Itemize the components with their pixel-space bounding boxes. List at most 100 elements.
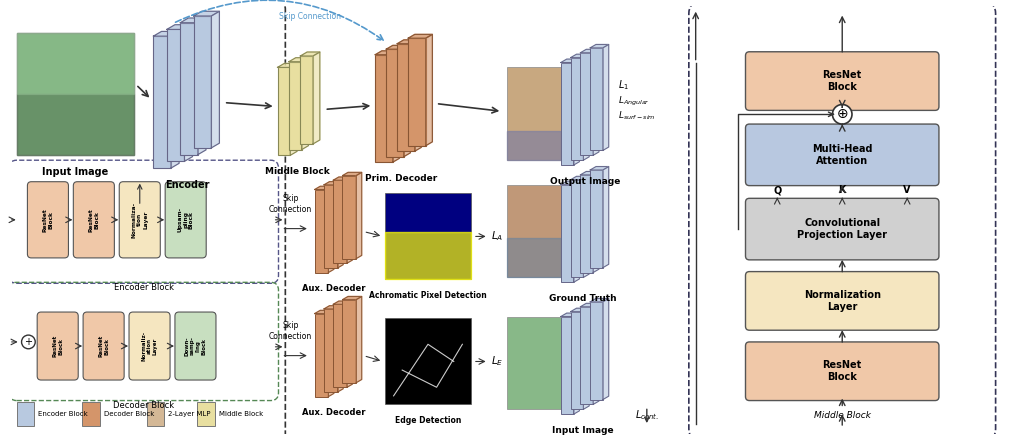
Text: Skip Connection: Skip Connection [279, 12, 341, 21]
Text: Middle Block: Middle Block [814, 411, 870, 420]
FancyBboxPatch shape [83, 312, 124, 380]
Polygon shape [561, 181, 580, 185]
Text: Ground Truth: Ground Truth [549, 294, 616, 303]
FancyBboxPatch shape [324, 309, 338, 392]
Bar [385, 318, 471, 404]
Polygon shape [573, 181, 580, 283]
Polygon shape [211, 11, 219, 148]
FancyBboxPatch shape [333, 304, 347, 387]
Polygon shape [289, 58, 308, 62]
Polygon shape [561, 59, 580, 63]
Text: Middle Block: Middle Block [219, 411, 263, 417]
Polygon shape [290, 64, 297, 155]
Polygon shape [16, 94, 134, 155]
Polygon shape [584, 54, 589, 160]
FancyBboxPatch shape [409, 38, 426, 146]
Text: 2-Layer MLP: 2-Layer MLP [168, 411, 211, 417]
Polygon shape [590, 166, 608, 170]
Polygon shape [584, 177, 589, 277]
Polygon shape [194, 11, 219, 16]
Polygon shape [593, 171, 599, 272]
Text: Normalization
Layer: Normalization Layer [804, 290, 881, 312]
Polygon shape [581, 304, 599, 307]
Polygon shape [342, 173, 361, 176]
FancyBboxPatch shape [561, 185, 573, 283]
FancyBboxPatch shape [590, 170, 603, 268]
Text: Multi-Head
Attention: Multi-Head Attention [812, 144, 872, 166]
FancyBboxPatch shape [119, 182, 161, 258]
FancyBboxPatch shape [314, 314, 329, 397]
Polygon shape [314, 311, 334, 314]
Text: Normaliza-
tion
Layer: Normaliza- tion Layer [131, 202, 148, 238]
Polygon shape [324, 306, 343, 309]
Text: K: K [839, 185, 846, 195]
Polygon shape [603, 44, 608, 150]
Polygon shape [302, 58, 308, 150]
Polygon shape [300, 52, 319, 56]
Polygon shape [426, 34, 432, 146]
Text: Edge Detection: Edge Detection [395, 416, 461, 425]
Text: Middle Block: Middle Block [264, 167, 330, 176]
Text: +: + [25, 337, 33, 347]
FancyBboxPatch shape [300, 56, 313, 144]
FancyBboxPatch shape [146, 402, 164, 426]
Polygon shape [397, 40, 422, 44]
Text: $L_A$: $L_A$ [492, 230, 504, 244]
FancyBboxPatch shape [375, 55, 393, 162]
Polygon shape [333, 177, 352, 180]
Polygon shape [581, 49, 599, 53]
Polygon shape [338, 182, 343, 268]
Polygon shape [581, 171, 599, 175]
Polygon shape [347, 301, 352, 387]
Polygon shape [356, 297, 361, 383]
Polygon shape [198, 18, 206, 155]
Polygon shape [584, 308, 589, 410]
Polygon shape [593, 304, 599, 404]
Text: Down-
samp-
ling
Block: Down- samp- ling Block [184, 336, 207, 356]
FancyBboxPatch shape [581, 53, 593, 155]
Text: $L_1$: $L_1$ [617, 78, 629, 92]
FancyBboxPatch shape [28, 182, 69, 258]
FancyBboxPatch shape [386, 49, 403, 157]
Text: Aux. Decoder: Aux. Decoder [302, 284, 366, 293]
Polygon shape [603, 298, 608, 399]
Polygon shape [590, 44, 608, 48]
FancyBboxPatch shape [180, 23, 198, 155]
Polygon shape [167, 25, 193, 29]
Polygon shape [385, 232, 471, 279]
Circle shape [22, 335, 35, 349]
Circle shape [833, 105, 852, 124]
Polygon shape [409, 34, 432, 38]
Text: $L_E$: $L_E$ [492, 355, 504, 368]
FancyBboxPatch shape [745, 342, 939, 401]
FancyBboxPatch shape [581, 307, 593, 404]
FancyBboxPatch shape [342, 300, 356, 383]
FancyBboxPatch shape [333, 180, 347, 263]
Text: ResNet
Block: ResNet Block [52, 335, 63, 357]
Polygon shape [570, 308, 589, 312]
FancyBboxPatch shape [745, 198, 939, 260]
Text: Prim. Decoder: Prim. Decoder [366, 174, 437, 183]
FancyBboxPatch shape [194, 16, 211, 148]
Text: Encoder Block: Encoder Block [114, 283, 174, 292]
Polygon shape [324, 182, 343, 185]
Text: ResNet
Block: ResNet Block [88, 208, 99, 232]
FancyBboxPatch shape [590, 302, 603, 399]
FancyBboxPatch shape [167, 29, 184, 161]
Polygon shape [573, 313, 580, 414]
Bar [507, 185, 561, 277]
FancyBboxPatch shape [745, 272, 939, 330]
Polygon shape [329, 311, 334, 397]
Polygon shape [338, 306, 343, 392]
Text: ResNet
Block: ResNet Block [43, 208, 53, 232]
Polygon shape [590, 298, 608, 302]
Polygon shape [333, 301, 352, 304]
FancyBboxPatch shape [342, 176, 356, 259]
FancyBboxPatch shape [314, 190, 329, 272]
Text: Input Image: Input Image [42, 167, 109, 177]
FancyBboxPatch shape [37, 312, 78, 380]
FancyBboxPatch shape [175, 312, 216, 380]
Polygon shape [180, 18, 206, 23]
FancyBboxPatch shape [570, 58, 584, 160]
Text: Convolutional
Projection Layer: Convolutional Projection Layer [798, 218, 887, 240]
